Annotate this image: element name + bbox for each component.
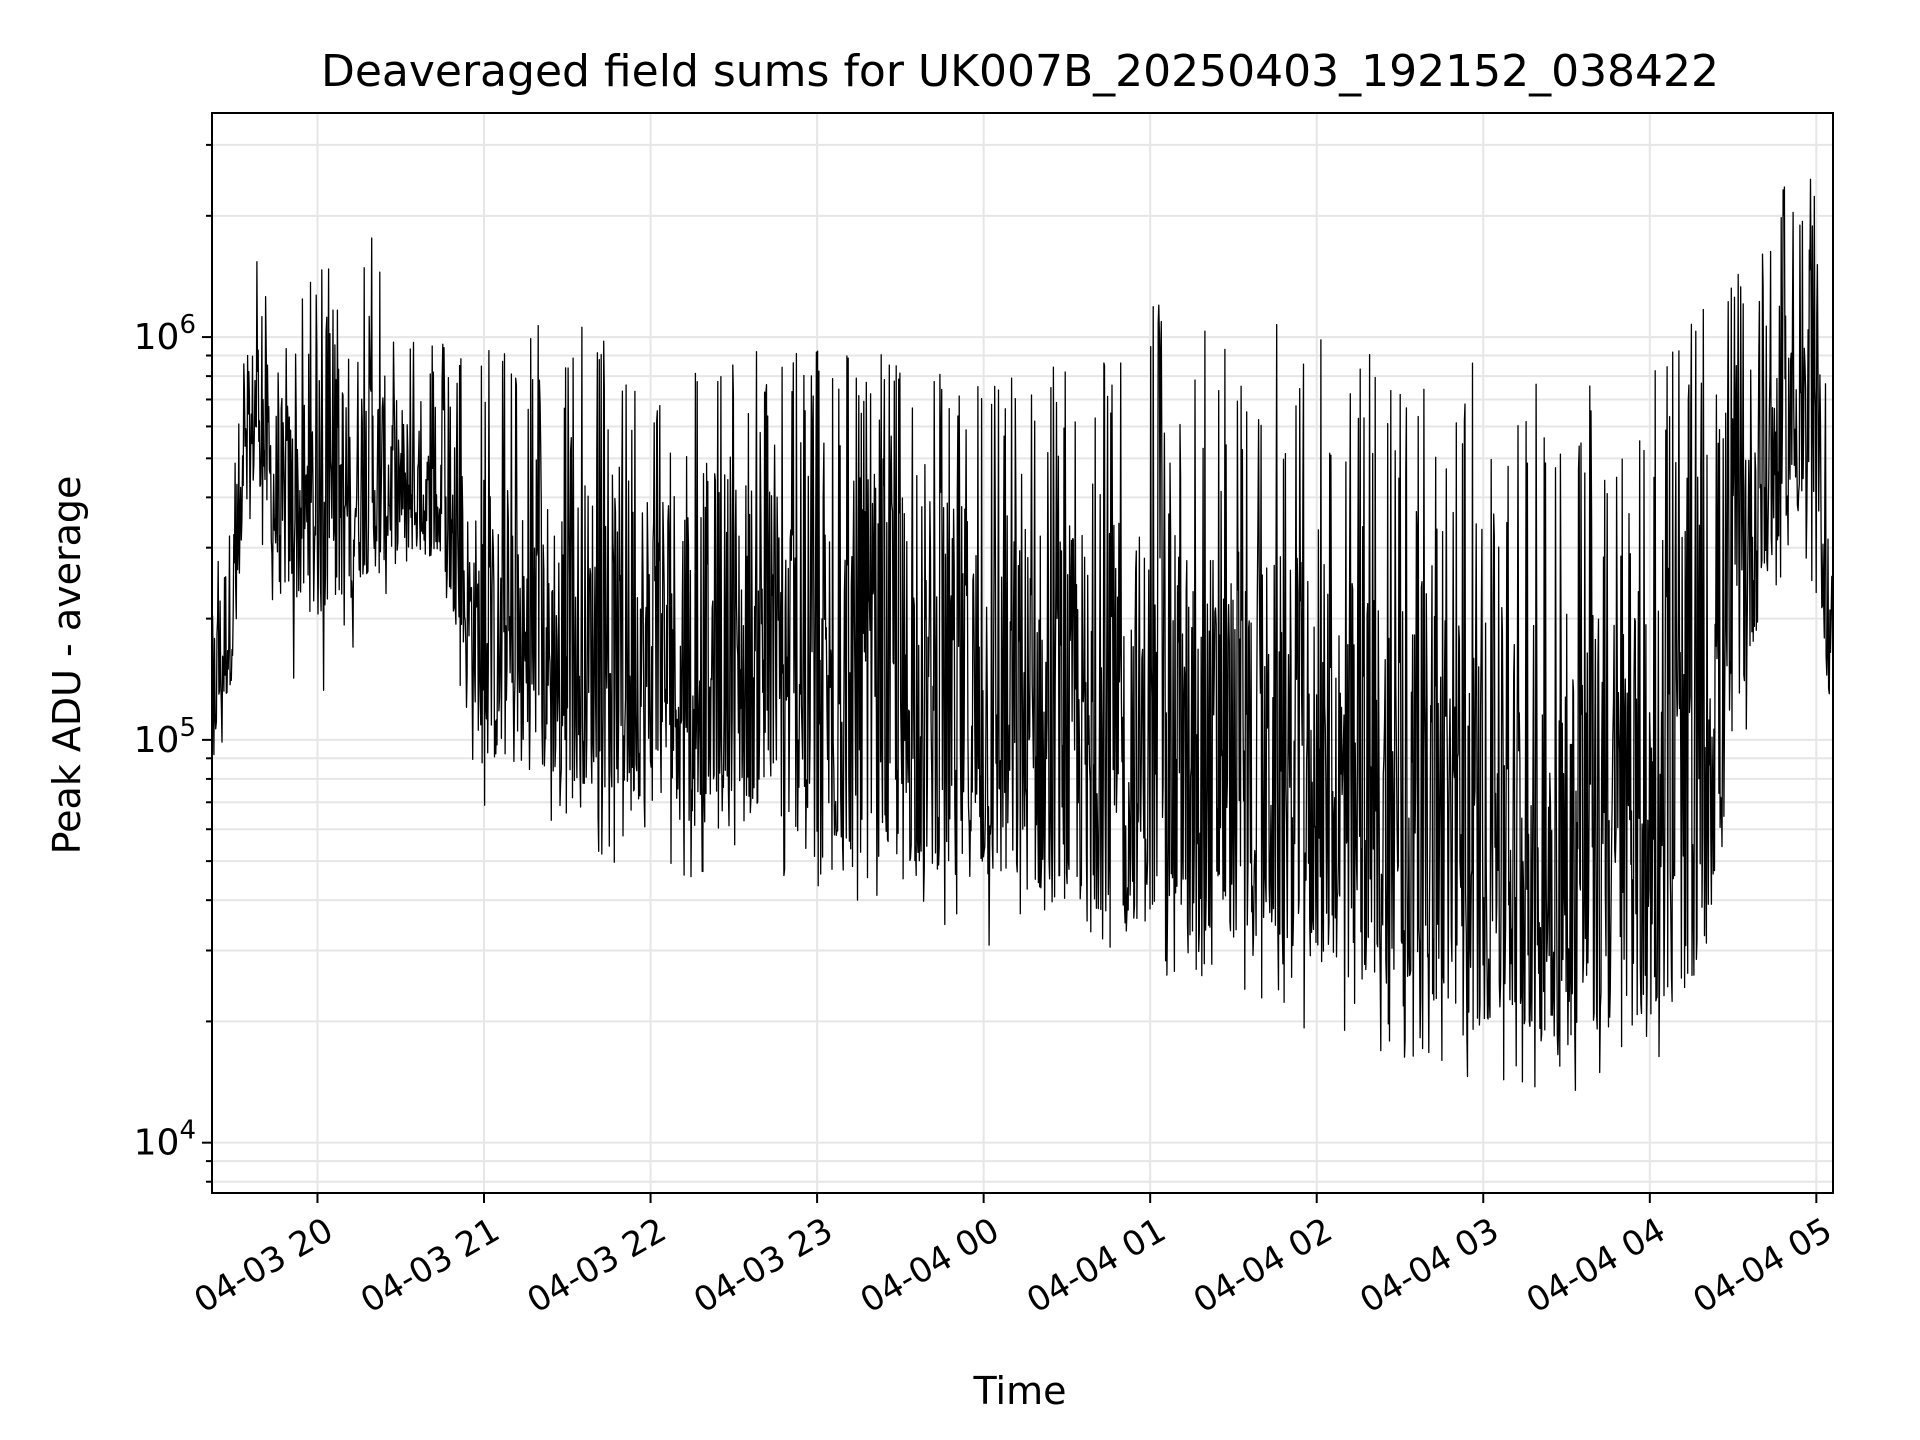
series-line — [212, 178, 1833, 1091]
y-tick-base: 10 — [134, 317, 180, 358]
y-tick-exponent: 6 — [179, 310, 196, 340]
series-layer — [212, 178, 1833, 1091]
chart-title: Deaveraged field sums for UK007B_2025040… — [321, 46, 1719, 97]
y-tick-label: 106 — [134, 310, 196, 358]
y-tick-base: 10 — [134, 1123, 180, 1164]
y-axis-label: Peak ADU - average — [45, 476, 89, 855]
plot-frame — [211, 112, 1834, 1194]
y-tick-label: 104 — [134, 1116, 196, 1164]
y-tick-exponent: 5 — [179, 713, 196, 743]
y-tick-label: 105 — [134, 713, 196, 761]
y-tick-base: 10 — [134, 720, 180, 761]
x-axis-label: Time — [973, 1369, 1067, 1413]
y-tick-exponent: 4 — [179, 1116, 196, 1146]
